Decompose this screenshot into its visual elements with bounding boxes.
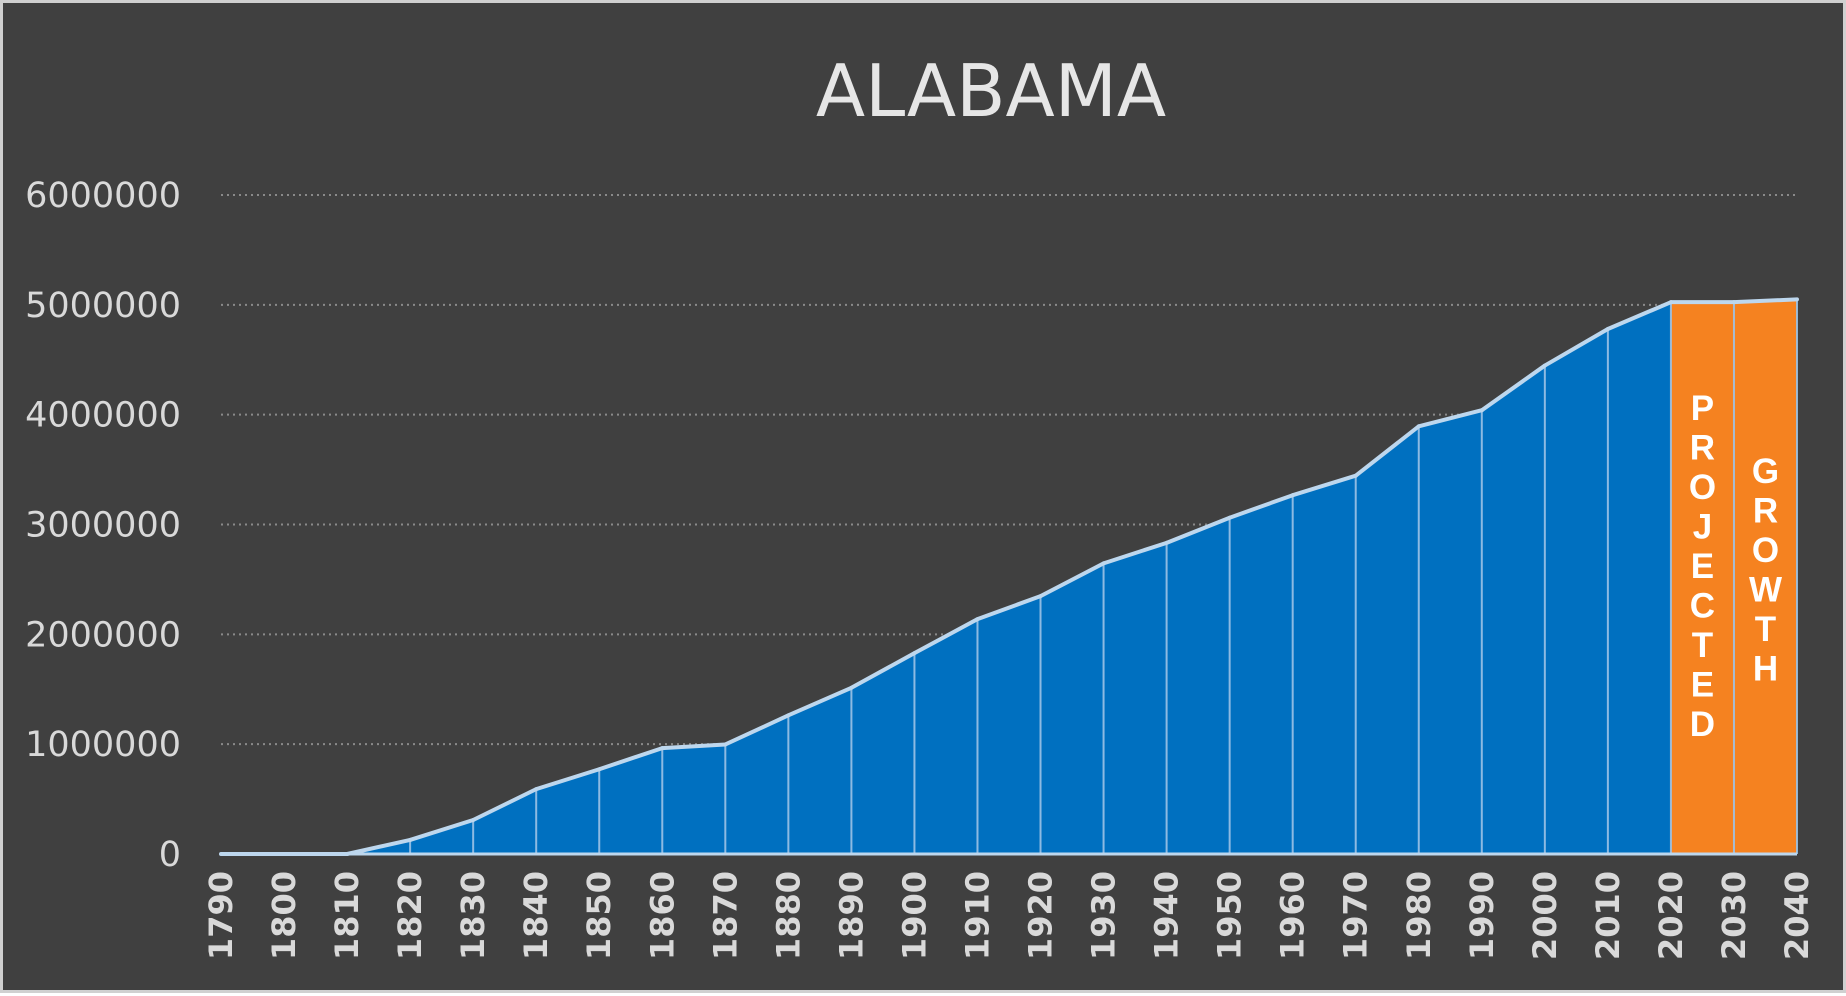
x-tick-label: 1870 (706, 871, 744, 960)
x-tick-label: 1810 (328, 871, 366, 960)
annotation-letter: J (1693, 508, 1712, 547)
series-line-segment (1479, 363, 1547, 413)
y-tick-label: 2000000 (25, 615, 181, 655)
x-tick-label: 2010 (1589, 871, 1627, 960)
x-tick-label: 1960 (1274, 871, 1312, 960)
series-line-segment (849, 651, 917, 690)
y-tick-label: 5000000 (25, 286, 181, 326)
series-line-segment (1416, 408, 1484, 429)
x-tick-label: 2000 (1526, 871, 1564, 960)
series-line-segment (1227, 493, 1295, 520)
x-tick-label: 1940 (1148, 871, 1186, 960)
x-tick-label: 1890 (832, 871, 870, 960)
y-tick-label: 1000000 (25, 725, 181, 765)
series-line-segment (912, 617, 980, 656)
series-line-segment (1731, 297, 1799, 305)
x-tick-label: 2030 (1715, 871, 1753, 960)
x-tick-label: 1950 (1211, 871, 1249, 960)
annotation-letter: H (1753, 650, 1778, 689)
annotation-letter: O (1689, 468, 1716, 507)
y-tick-label: 4000000 (25, 396, 181, 436)
x-tick-label: 1880 (769, 871, 807, 960)
y-tick-label: 3000000 (25, 506, 181, 546)
series-line-segment (1605, 300, 1673, 332)
chart-title: ALABAMA (816, 49, 1166, 133)
x-tick-label: 1800 (265, 871, 303, 960)
annotation-letter: C (1690, 587, 1715, 626)
series-line-segment (1290, 473, 1358, 498)
y-axis-tick-labels: 0 1000000 2000000 3000000 4000000 5000000 6000… (25, 176, 181, 875)
x-tick-label: 1830 (454, 871, 492, 960)
x-axis-tick-labels: 1790 1800 1810 1820 1830 1840 1850 1860 1870 1880… (202, 871, 1816, 960)
x-tick-label: 1850 (580, 871, 618, 960)
x-tick-label: 1840 (517, 871, 555, 960)
series-line-segment (345, 837, 413, 856)
annotation-letter: R (1690, 429, 1715, 468)
annotation-letter: G (1752, 452, 1779, 491)
vertical-dividers (409, 299, 1798, 854)
alabama-population-chart: ALABAMA 0 1000000 2000000 3000000 4000000 500… (25, 49, 1816, 960)
y-tick-label: 0 (159, 835, 181, 875)
annotation-letter: P (1691, 389, 1714, 428)
series-line-segment (786, 685, 854, 718)
x-tick-label: 2020 (1652, 871, 1690, 960)
x-tick-label: 1920 (1022, 871, 1060, 960)
annotation-letter: W (1749, 571, 1782, 610)
series-line-segment (534, 767, 602, 792)
series-line (219, 297, 1799, 856)
y-tick-label: 6000000 (25, 176, 181, 216)
series-line-segment (723, 713, 791, 747)
x-tick-label: 1930 (1085, 871, 1123, 960)
x-tick-label: 1860 (643, 871, 681, 960)
x-tick-label: 1900 (895, 871, 933, 960)
x-tick-label: 1970 (1337, 871, 1375, 960)
series-line-segment (408, 818, 476, 842)
x-tick-label: 1990 (1463, 871, 1501, 960)
area-series (221, 299, 1797, 854)
series-line-segment (1353, 424, 1421, 478)
annotation-letter: O (1752, 531, 1779, 570)
annotation-letter: R (1753, 492, 1778, 531)
series-line-segment (1038, 561, 1106, 599)
annotation-letter: E (1691, 547, 1714, 586)
series-line-segment (471, 787, 539, 823)
series-line-segment (975, 594, 1043, 622)
x-tick-label: 1790 (202, 871, 240, 960)
series-line-segment (1542, 327, 1610, 368)
x-tick-label: 1910 (958, 871, 996, 960)
x-tick-label: 1820 (391, 871, 429, 960)
series-line-segment (1101, 540, 1169, 566)
annotation-letter: E (1691, 666, 1714, 705)
series-line-segment (1164, 515, 1232, 545)
annotation-letter: D (1690, 705, 1715, 744)
series-line-segment (597, 746, 665, 772)
annotation-letter: T (1755, 610, 1776, 649)
historical-area (221, 302, 1671, 854)
series-line-segment (660, 742, 728, 751)
x-tick-label: 2040 (1778, 871, 1816, 960)
x-tick-label: 1980 (1400, 871, 1438, 960)
annotation-letter: T (1692, 626, 1713, 665)
